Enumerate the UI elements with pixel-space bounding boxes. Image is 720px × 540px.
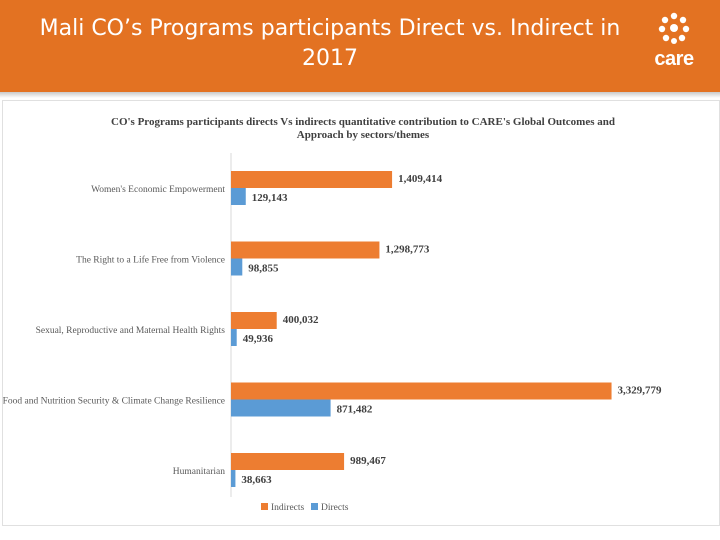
data-label-indirects: 400,032	[283, 314, 319, 326]
legend-label-directs: Directs	[321, 503, 349, 513]
chart-title-line-1: CO's Programs participants directs Vs in…	[111, 116, 615, 128]
category-label: The Right to a Life Free from Violence	[76, 255, 225, 266]
bar-directs	[231, 258, 243, 276]
bar-directs	[231, 188, 246, 205]
legend-swatch-directs	[311, 503, 318, 510]
chart-container: CO's Programs participants directs Vs in…	[2, 100, 720, 526]
category-label: Humanitarian	[173, 467, 225, 477]
category-label: Sexual, Reproductive and Maternal Health…	[36, 326, 226, 336]
category-label: Women's Economic Empowerment	[91, 185, 225, 195]
bar-chart: CO's Programs participants directs Vs in…	[3, 116, 662, 513]
data-label-indirects: 1,298,773	[385, 244, 430, 256]
data-label-directs: 38,663	[241, 474, 272, 486]
header-banner: Mali CO’s Programs participants Direct v…	[0, 0, 720, 98]
care-logo-icon	[658, 12, 690, 44]
bar-directs	[231, 399, 331, 417]
data-label-indirects: 989,467	[350, 455, 386, 467]
data-label-directs: 98,855	[248, 263, 279, 275]
data-label-indirects: 3,329,779	[618, 385, 663, 397]
chart-title-line-2: Approach by sectors/themes	[297, 129, 430, 141]
care-logo-text: care	[654, 48, 694, 70]
care-logo: care	[650, 8, 698, 72]
bar-indirects	[231, 382, 612, 400]
data-label-directs: 129,143	[252, 192, 288, 204]
bar-directs	[231, 470, 236, 487]
legend-swatch-indirects	[261, 503, 268, 510]
data-label-indirects: 1,409,414	[398, 173, 443, 185]
data-label-directs: 871,482	[337, 404, 373, 416]
bar-directs	[231, 329, 237, 346]
bar-indirects	[231, 453, 345, 470]
category-label: Food and Nutrition Security & Climate Ch…	[3, 397, 225, 407]
chart-legend: Indirects Directs	[261, 503, 349, 513]
data-label-directs: 49,936	[243, 333, 274, 345]
bar-indirects	[231, 171, 393, 188]
page-title: Mali CO’s Programs participants Direct v…	[39, 16, 621, 71]
legend-label-indirects: Indirects	[271, 503, 305, 513]
bar-series-group: Women's Economic Empowerment 1,409,414 129…	[3, 171, 662, 487]
bar-indirects	[231, 312, 277, 329]
bar-indirects	[231, 241, 380, 259]
